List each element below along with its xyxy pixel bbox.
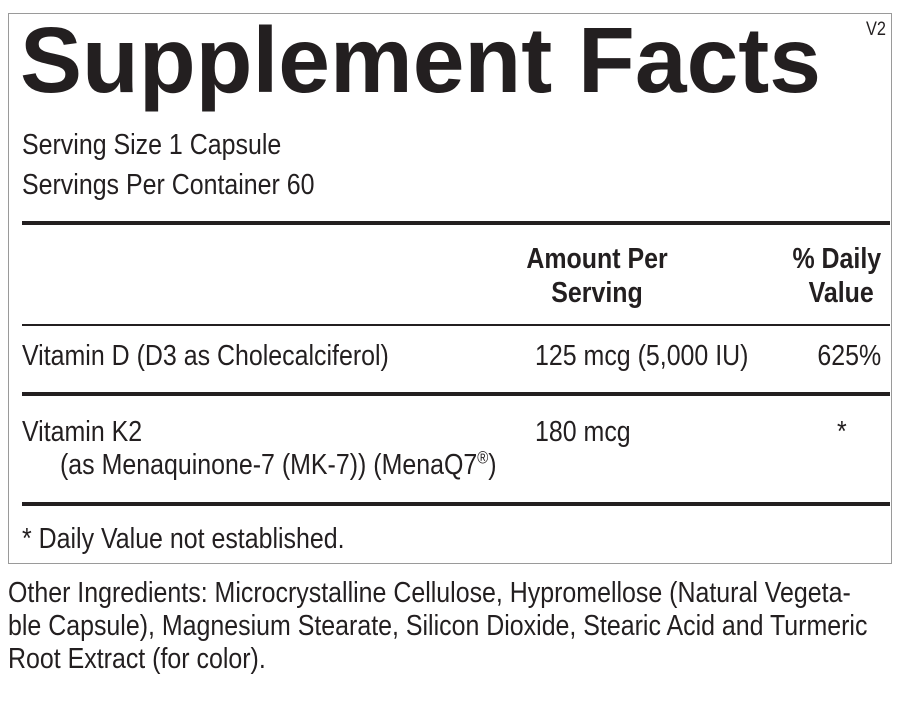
dv-header-line1: % Daily [792, 243, 881, 275]
registered-mark: ® [477, 447, 489, 468]
nutrient-name: Vitamin D (D3 as Cholecalciferol) [22, 340, 389, 372]
other-ingredients-line: ble Capsule), Magnesium Stearate, Silico… [8, 610, 868, 642]
footnote: * Daily Value not established. [22, 523, 345, 555]
divider [22, 221, 890, 225]
divider [22, 502, 890, 506]
nutrient-dv: 625% [817, 340, 881, 372]
nutrient-dv: * [837, 416, 847, 448]
serving-size: Serving Size 1 Capsule [22, 129, 282, 161]
servings-per-container: Servings Per Container 60 [22, 169, 315, 201]
nutrient-source: (as Menaquinone-7 (MK-7)) (MenaQ7®) [60, 449, 497, 481]
nutrient-amount: 180 mcg [535, 416, 631, 448]
other-ingredients-line: Other Ingredients: Microcrystalline Cell… [8, 577, 851, 609]
amount-header-line1: Amount Per [526, 243, 668, 275]
divider [22, 324, 890, 326]
nutrient-amount: 125 mcg (5,000 IU) [535, 340, 749, 372]
dv-header-line2: Value [808, 277, 874, 309]
divider [22, 392, 890, 396]
amount-header-line2: Serving [551, 277, 643, 309]
nutrient-name: Vitamin K2 [22, 416, 143, 448]
source-close: ) [488, 449, 497, 481]
other-ingredients-line: Root Extract (for color). [8, 643, 266, 675]
version-label: V2 [866, 19, 886, 40]
source-text: (as Menaquinone-7 (MK-7)) (MenaQ7 [60, 449, 478, 481]
supplement-facts-panel [8, 13, 892, 564]
panel-title: Supplement Facts [20, 8, 821, 112]
